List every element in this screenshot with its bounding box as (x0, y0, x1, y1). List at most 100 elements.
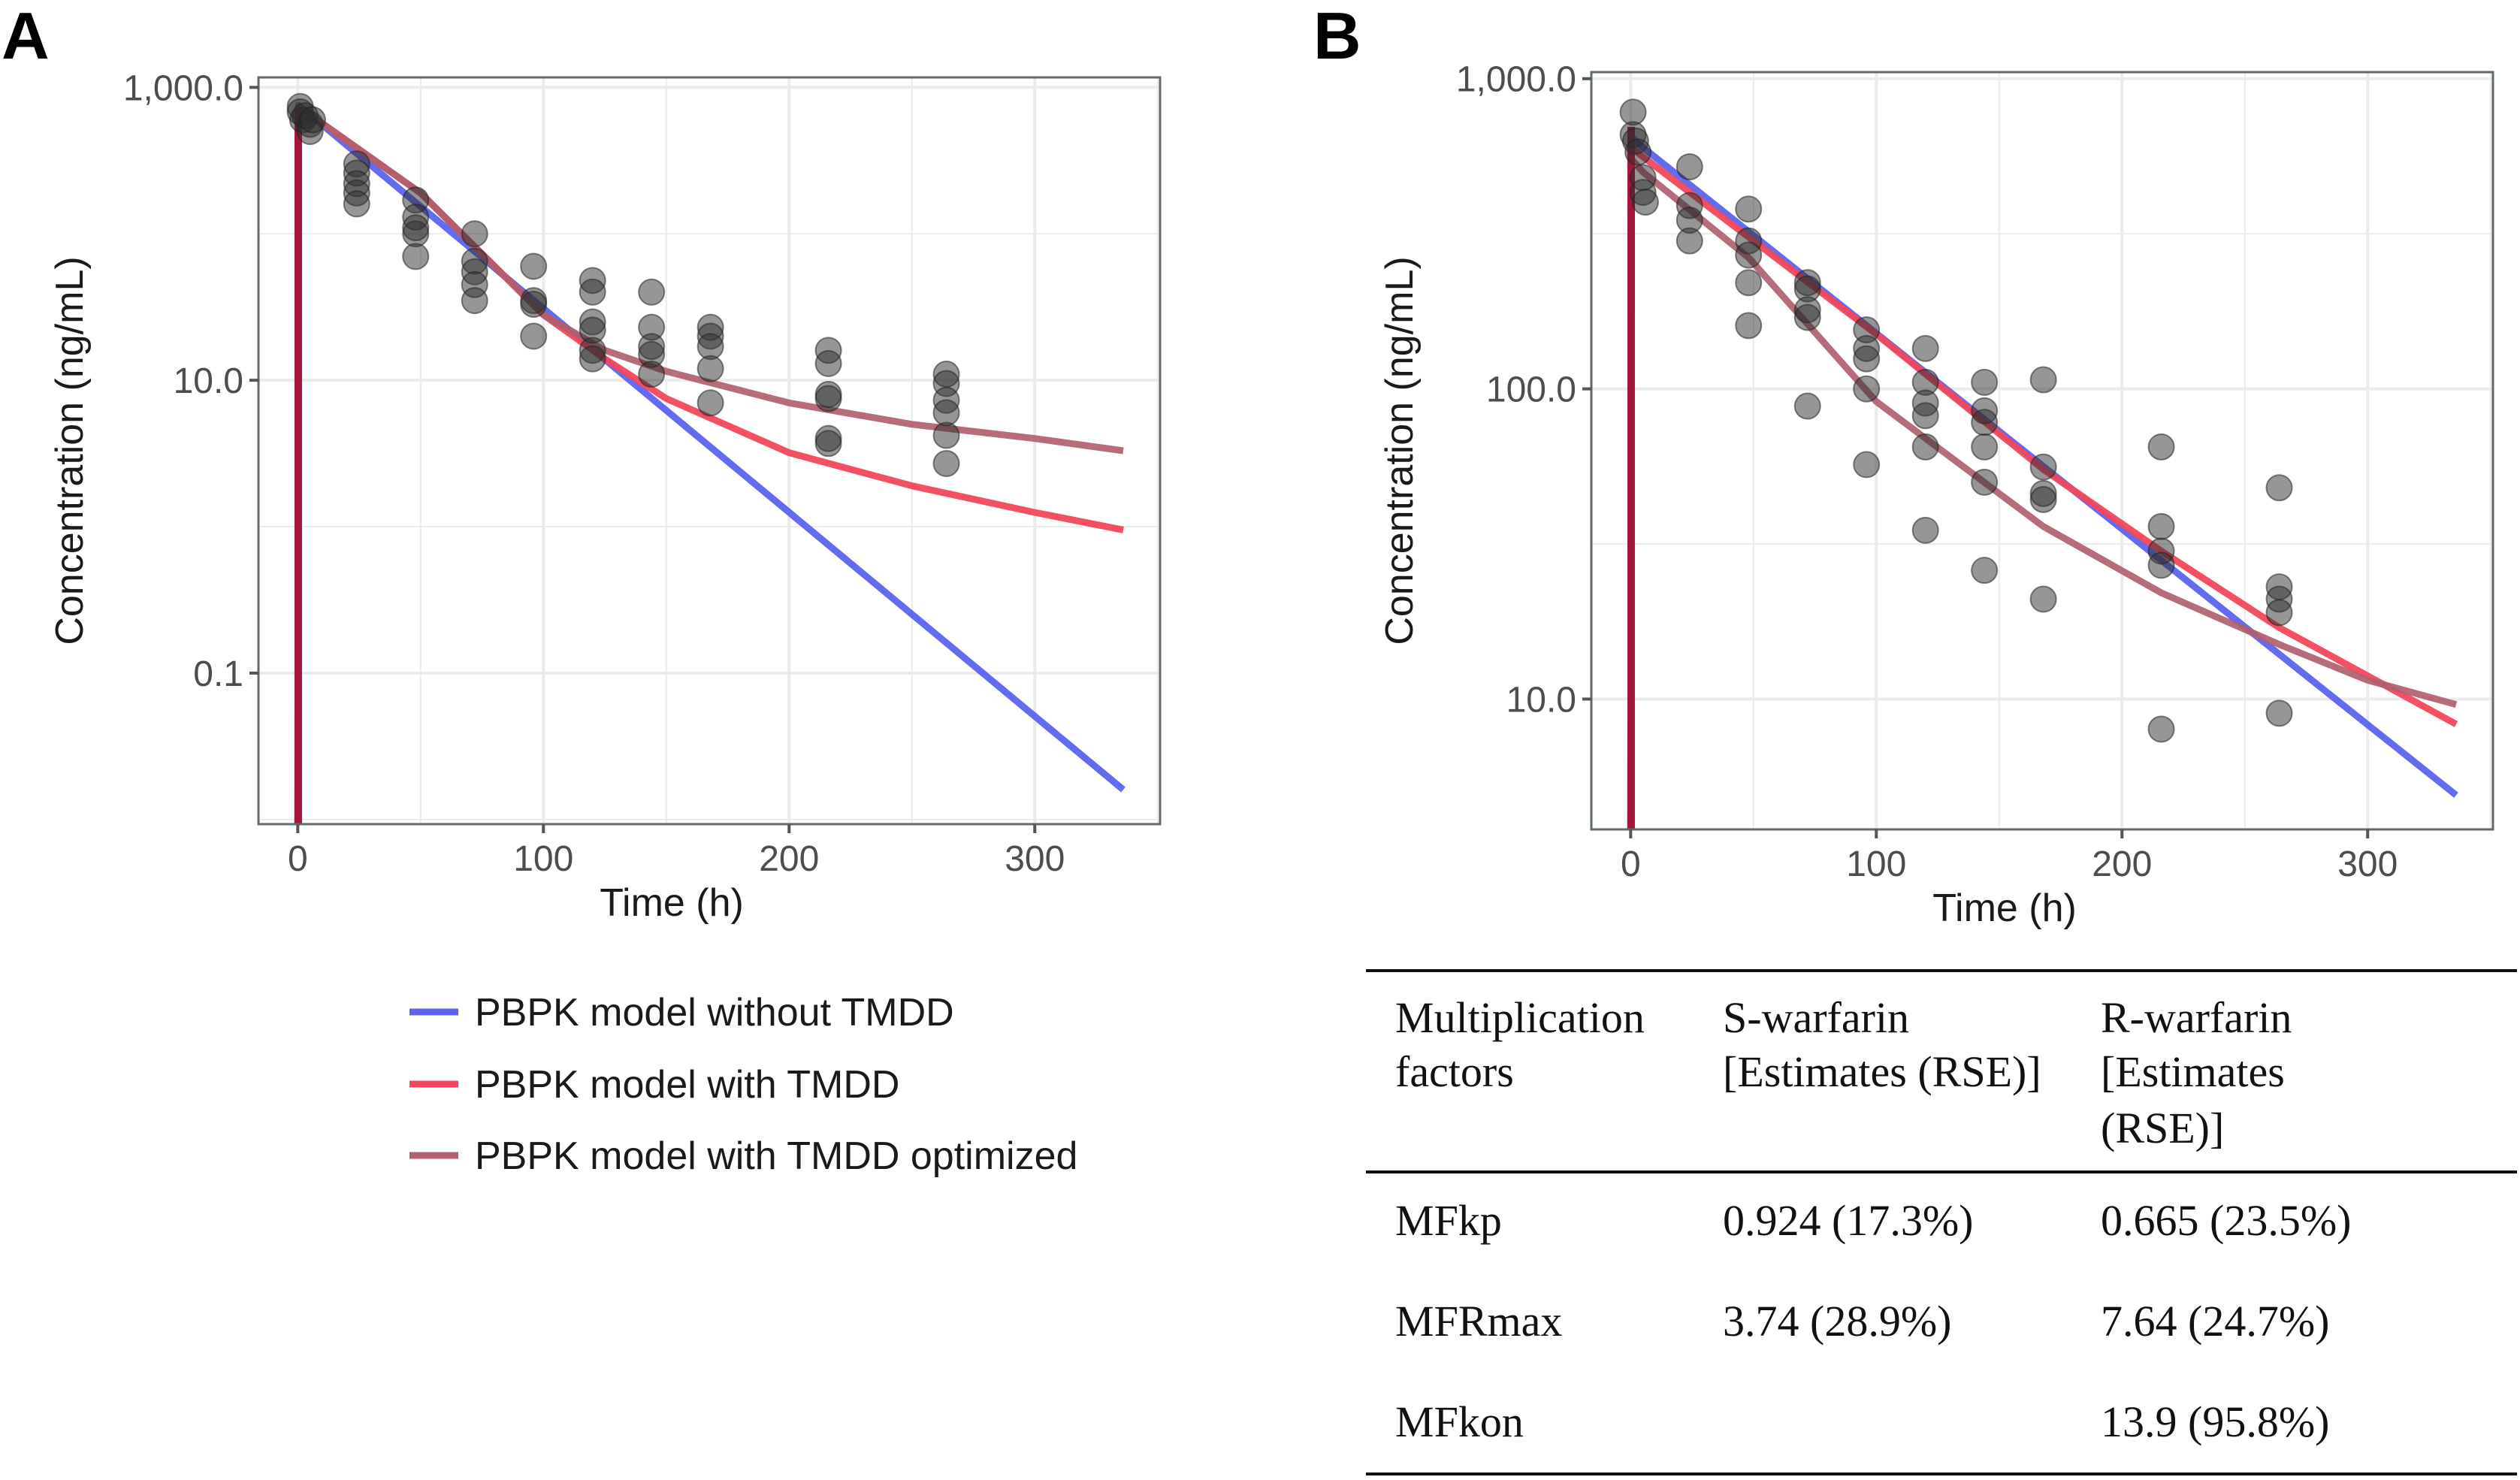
legend-label: PBPK model without TMDD (475, 991, 954, 1034)
observed-point (1911, 402, 1939, 430)
observed-point (814, 349, 842, 377)
observed-point (696, 389, 724, 417)
observed-point (814, 430, 842, 458)
observed-point (579, 345, 606, 373)
y-tick-label: 10.0 (1506, 681, 1576, 720)
observed-point (638, 278, 666, 306)
observed-point (1735, 195, 1763, 223)
observed-point (520, 252, 548, 280)
observed-point (2265, 599, 2293, 627)
observed-point (298, 106, 326, 134)
observed-point (1971, 557, 1999, 584)
x-tick-label: 200 (2092, 844, 2152, 884)
x-tick-label: 300 (2337, 844, 2398, 884)
y-tick-label: 0.1 (193, 654, 243, 694)
y-tick-label: 100.0 (1486, 370, 1576, 410)
observed-point (1793, 392, 1821, 420)
observed-point (1971, 368, 1999, 396)
observed-point (402, 214, 430, 242)
observed-point (1971, 409, 1999, 436)
observed-point (1853, 345, 1881, 373)
observed-point (2147, 551, 2175, 579)
observed-point (2147, 433, 2175, 461)
legend-item-without-tmdd: PBPK model without TMDD (409, 991, 954, 1034)
observed-point (932, 449, 960, 477)
cell: 13.9 (95.8%) (2101, 1397, 2329, 1446)
table-header: Multiplication factors S-warfarin [Estim… (1395, 993, 2292, 1152)
panel-label-a: A (2, 0, 50, 73)
row-label: MFkon (1395, 1397, 1524, 1446)
observed-point (696, 355, 724, 382)
x-tick-label: 300 (1005, 839, 1065, 879)
observed-point (461, 287, 488, 315)
plot-frame (257, 76, 1162, 826)
observed-point (2147, 715, 2175, 743)
observed-point (1971, 433, 1999, 461)
table-row: MFkp 0.924 (17.3%) 0.665 (23.5%) (1395, 1196, 2351, 1245)
observed-point (1735, 312, 1763, 340)
observed-point (343, 190, 370, 218)
x-tick-label: 100 (1846, 844, 1906, 884)
observed-point (2265, 474, 2293, 502)
header-cell: Multiplication (1395, 993, 1645, 1042)
observed-point (1735, 269, 1763, 297)
observed-point (1971, 468, 1999, 496)
panel-label-b: B (1313, 0, 1361, 73)
observed-point (1911, 334, 1939, 362)
x-axis-title: Time (h) (600, 881, 744, 925)
legend-label: PBPK model with TMDD (475, 1063, 899, 1107)
plot-area (1619, 98, 2458, 829)
cell: 7.64 (24.7%) (2101, 1297, 2329, 1346)
x-tick-label: 200 (759, 839, 819, 879)
header-cell: (RSE)] (2101, 1104, 2224, 1152)
observed-point (2029, 585, 2057, 613)
y-tick-label: 10.0 (174, 361, 243, 401)
observed-point (1631, 189, 1659, 216)
observed-point (461, 220, 488, 248)
plot-area (286, 92, 1126, 824)
observed-point (1911, 516, 1939, 544)
observed-point (814, 385, 842, 412)
observed-point (932, 421, 960, 449)
y-tick-label: 1,000.0 (1456, 60, 1576, 100)
observed-point (520, 322, 548, 350)
row-label: MFRmax (1395, 1297, 1562, 1346)
observed-point (2147, 512, 2175, 540)
observed-point (1624, 138, 1652, 166)
legend-item-with-tmdd: PBPK model with TMDD (409, 1063, 899, 1107)
observed-point (1735, 241, 1763, 269)
table-row: MFRmax 3.74 (28.9%) 7.64 (24.7%) (1395, 1297, 2329, 1346)
header-cell: [Estimates (RSE)] (1723, 1047, 2041, 1096)
cell: 0.665 (23.5%) (2101, 1196, 2351, 1245)
x-tick-label: 100 (513, 839, 573, 879)
header-cell: [Estimates (2101, 1047, 2285, 1096)
table-row: MFkon 13.9 (95.8%) (1395, 1397, 2329, 1446)
header-cell: R-warfarin (2101, 993, 2292, 1042)
plot-frame (1590, 71, 2494, 831)
chart-a: 1,000.0 10.0 0.1 0 100 200 300 Time (h) Concentr… (48, 68, 1162, 925)
observed-point (2265, 699, 2293, 727)
observed-point (2029, 366, 2057, 394)
cell: 3.74 (28.9%) (1723, 1297, 1951, 1346)
x-tick-label: 0 (288, 839, 308, 879)
observed-point (1675, 153, 1703, 181)
header-cell: S-warfarin (1723, 993, 1909, 1042)
y-tick-label: 1,000.0 (123, 68, 243, 108)
y-axis-title: Concentration (ng/mL) (48, 256, 92, 645)
legend: PBPK model without TMDD PBPK model with … (409, 991, 1077, 1178)
observed-point (2029, 453, 2057, 481)
observed-point (520, 291, 548, 319)
row-label: MFkp (1395, 1196, 1502, 1245)
header-cell: factors (1395, 1047, 1514, 1096)
estimates-table: Multiplication factors S-warfarin [Estim… (1366, 969, 2517, 1475)
legend-item-with-tmdd-optimized: PBPK model with TMDD optimized (409, 1134, 1077, 1178)
observed-point (932, 399, 960, 427)
observed-point (1853, 375, 1881, 403)
legend-label: PBPK model with TMDD optimized (475, 1134, 1077, 1178)
y-axis-title: Concentration (ng/mL) (1378, 256, 1422, 645)
chart-b: 1,000.0 100.0 10.0 0 100 200 300 Time (h) Concen… (1378, 60, 2494, 930)
observed-point (1853, 451, 1881, 479)
observed-point (2029, 485, 2057, 513)
observed-point (579, 278, 606, 306)
